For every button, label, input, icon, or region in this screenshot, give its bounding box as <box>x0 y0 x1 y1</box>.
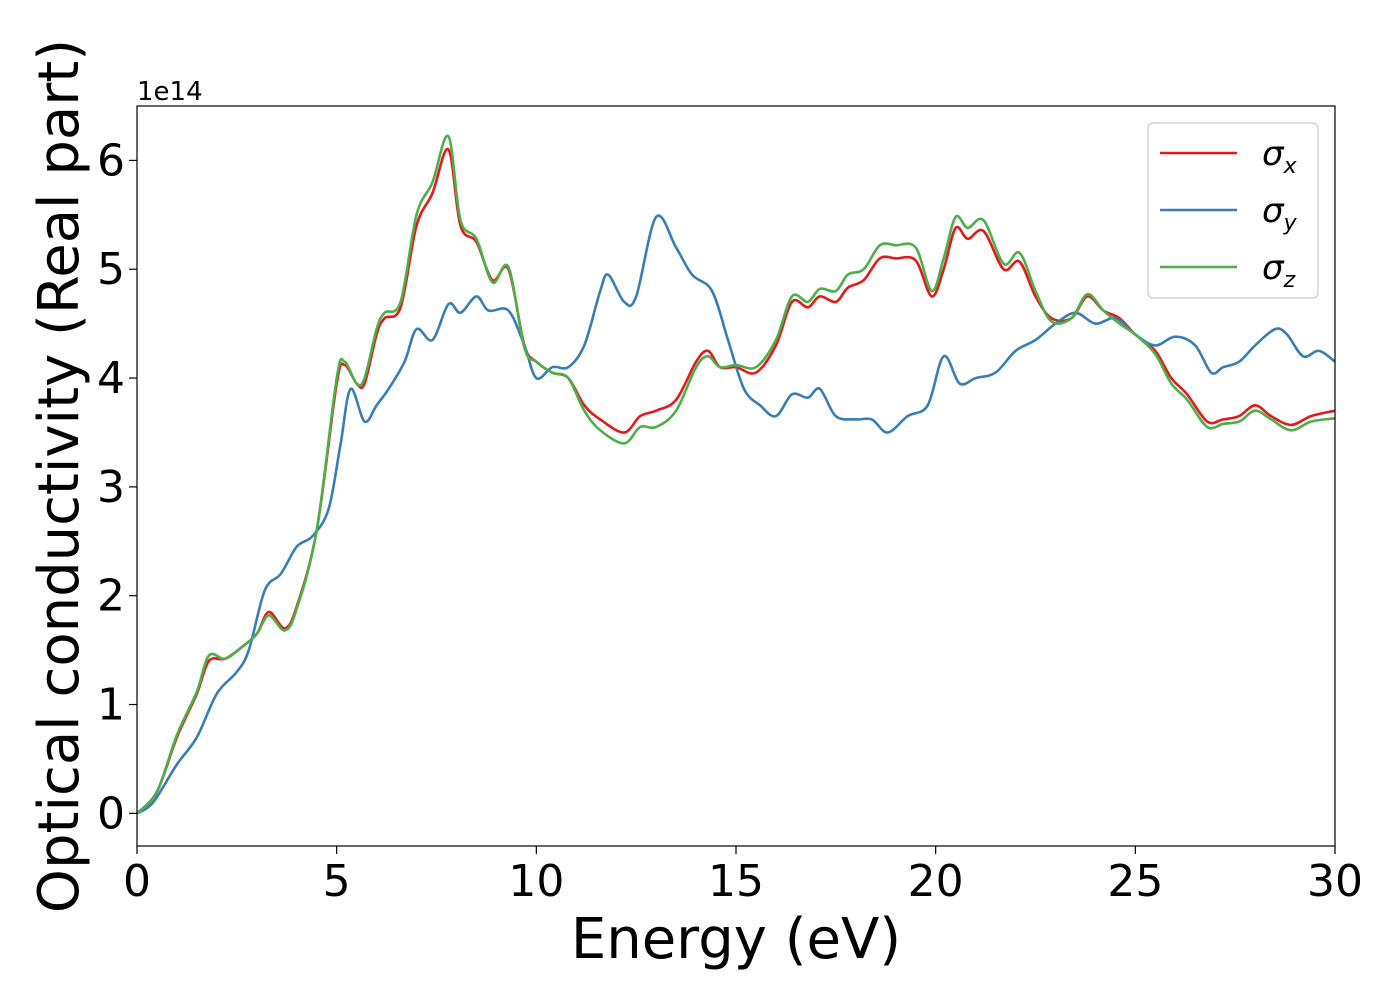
y-offset-label: 1e14 <box>137 77 203 107</box>
y-tick-label: 1 <box>97 680 125 731</box>
x-tick-label: 15 <box>708 856 764 907</box>
y-axis-title: Optical conductivity (Real part) <box>27 39 92 913</box>
y-tick-label: 5 <box>97 244 125 295</box>
x-tick-label: 10 <box>508 856 564 907</box>
y-axis: 0 1 2 3 4 5 6 <box>97 135 137 839</box>
series-layer <box>136 134 1336 815</box>
y-tick-label: 3 <box>97 462 125 513</box>
x-axis: 0 5 10 15 20 25 30 <box>123 846 1363 907</box>
x-tick-label: 5 <box>323 856 351 907</box>
series-line-z <box>136 134 1336 815</box>
y-tick-label: 4 <box>97 353 125 404</box>
x-tick-label: 25 <box>1107 856 1163 907</box>
plot-background <box>137 106 1335 846</box>
x-tick-label: 20 <box>908 856 964 907</box>
y-tick-label: 6 <box>97 135 125 186</box>
y-tick-label: 2 <box>97 571 125 622</box>
x-tick-label: 30 <box>1307 856 1363 907</box>
y-tick-label: 0 <box>97 788 125 839</box>
x-tick-label: 0 <box>123 856 151 907</box>
x-axis-title: Energy (eV) <box>571 907 901 972</box>
